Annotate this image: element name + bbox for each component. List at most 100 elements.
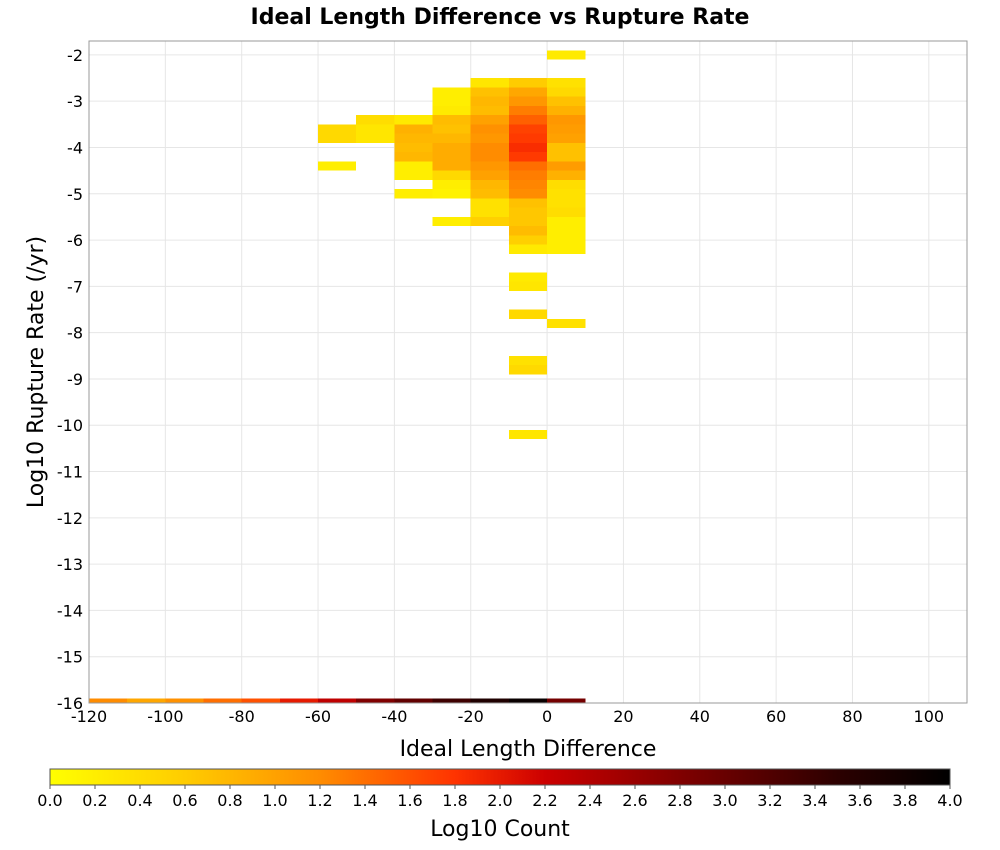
y-tick-label: -11 bbox=[57, 463, 83, 482]
heatmap-cell bbox=[432, 170, 471, 180]
y-tick-label: -10 bbox=[57, 416, 83, 435]
heatmap-cell bbox=[508, 189, 548, 199]
heatmap-cell bbox=[127, 698, 166, 703]
heatmap-cell bbox=[203, 698, 242, 703]
heatmap-cell bbox=[432, 87, 471, 97]
y-tick-label: -6 bbox=[67, 231, 83, 250]
colorbar-tick-label: 3.4 bbox=[802, 791, 827, 810]
y-tick-label: -3 bbox=[67, 92, 83, 111]
colorbar-tick-label: 3.2 bbox=[757, 791, 782, 810]
heatmap-cell bbox=[508, 244, 548, 254]
heatmap-cell bbox=[547, 115, 586, 125]
heatmap-cell bbox=[508, 152, 548, 162]
heatmap-cell bbox=[394, 124, 433, 134]
heatmap-cell bbox=[508, 87, 548, 97]
heatmap-cell bbox=[241, 698, 280, 703]
colorbar-tick-label: 1.0 bbox=[262, 791, 287, 810]
colorbar-tick-label: 2.4 bbox=[577, 791, 602, 810]
heatmap-cell bbox=[470, 179, 509, 190]
x-tick-label: -100 bbox=[147, 707, 183, 726]
heatmap-cell bbox=[394, 161, 433, 171]
heatmap-cell bbox=[508, 198, 548, 208]
x-tick-label: -20 bbox=[458, 707, 484, 726]
heatmap-cell bbox=[432, 133, 471, 143]
heatmap-cell bbox=[547, 189, 586, 199]
colorbar-tick-label: 0.6 bbox=[172, 791, 197, 810]
heatmap-cell bbox=[508, 124, 548, 134]
colorbar-tick-label: 1.4 bbox=[352, 791, 377, 810]
colorbar-tick-label: 1.8 bbox=[442, 791, 467, 810]
heatmap-cell bbox=[318, 698, 357, 703]
heatmap-cell bbox=[394, 170, 433, 180]
heatmap-cell bbox=[432, 189, 471, 199]
heatmap-cell bbox=[470, 216, 509, 227]
heatmap-cell bbox=[547, 226, 586, 236]
y-tick-label: -14 bbox=[57, 601, 83, 620]
y-tick-label: -5 bbox=[67, 185, 83, 204]
colorbar-tick-label: 2.2 bbox=[532, 791, 557, 810]
y-axis-label: Log10 Rupture Rate (/yr) bbox=[24, 236, 49, 508]
heatmap-cell bbox=[547, 244, 586, 254]
heatmap-cell bbox=[508, 78, 548, 88]
heatmap-cell bbox=[470, 161, 509, 171]
heatmap-cell bbox=[89, 698, 128, 703]
colorbar-tick-label: 3.8 bbox=[892, 791, 917, 810]
heatmap-cell bbox=[508, 365, 548, 375]
heatmap-cell bbox=[508, 96, 548, 106]
heatmap-cell bbox=[470, 133, 509, 143]
heatmap-cell bbox=[470, 124, 509, 134]
heatmap-cell bbox=[547, 170, 586, 180]
heatmap-cell bbox=[394, 142, 433, 153]
heatmap-cell bbox=[394, 189, 433, 199]
heatmap-cell bbox=[508, 207, 548, 217]
heatmap-cell bbox=[470, 698, 509, 703]
heatmap-cell bbox=[470, 115, 509, 125]
heatmap-cell bbox=[508, 133, 548, 143]
heatmap-cell bbox=[470, 207, 509, 217]
heatmap-cell bbox=[470, 142, 509, 153]
y-tick-label: -13 bbox=[57, 555, 83, 574]
heatmap-cell bbox=[547, 96, 586, 106]
heatmap-cell bbox=[508, 142, 548, 153]
heatmap-cell bbox=[394, 698, 433, 703]
colorbar-tick-label: 2.6 bbox=[622, 791, 647, 810]
colorbar bbox=[49, 768, 951, 786]
colorbar-tick-label: 0.4 bbox=[127, 791, 152, 810]
heatmap-cell bbox=[432, 96, 471, 106]
x-tick-label: 0 bbox=[542, 707, 552, 726]
heatmap-cell bbox=[508, 216, 548, 227]
heatmap-cell bbox=[547, 161, 586, 171]
heatmap-cell bbox=[547, 50, 586, 60]
colorbar-tick-label: 0.2 bbox=[82, 791, 107, 810]
x-tick-label: 20 bbox=[613, 707, 633, 726]
heatmap-cell bbox=[470, 189, 509, 199]
heatmap-cell bbox=[432, 115, 471, 125]
heatmap-cell bbox=[508, 235, 548, 245]
heatmap-cell bbox=[432, 105, 471, 116]
x-tick-label: 40 bbox=[690, 707, 710, 726]
heatmap-cell bbox=[394, 115, 433, 125]
heatmap-cells bbox=[89, 50, 586, 703]
y-tick-label: -2 bbox=[67, 46, 83, 65]
heatmap-cell bbox=[508, 429, 548, 440]
heatmap-cell bbox=[470, 96, 509, 106]
heatmap-cell bbox=[318, 133, 357, 143]
heatmap-cell bbox=[470, 105, 509, 116]
heatmap-cell bbox=[508, 309, 548, 319]
colorbar-tick-label: 2.0 bbox=[487, 791, 512, 810]
x-tick-label: 60 bbox=[766, 707, 786, 726]
colorbar-tick-label: 3.6 bbox=[847, 791, 872, 810]
heatmap-cell bbox=[394, 133, 433, 143]
heatmap-cell bbox=[508, 698, 548, 703]
y-tick-label: -15 bbox=[57, 648, 83, 667]
heatmap-cell bbox=[508, 355, 548, 366]
heatmap-cell bbox=[356, 115, 395, 125]
heatmap-cell bbox=[470, 78, 509, 88]
x-tick-label: -40 bbox=[381, 707, 407, 726]
y-tick-label: -12 bbox=[57, 509, 83, 528]
heatmap-cell bbox=[508, 272, 548, 282]
colorbar-tick-label: 1.2 bbox=[307, 791, 332, 810]
x-tick-label: 100 bbox=[914, 707, 945, 726]
heatmap-cell bbox=[508, 281, 548, 291]
